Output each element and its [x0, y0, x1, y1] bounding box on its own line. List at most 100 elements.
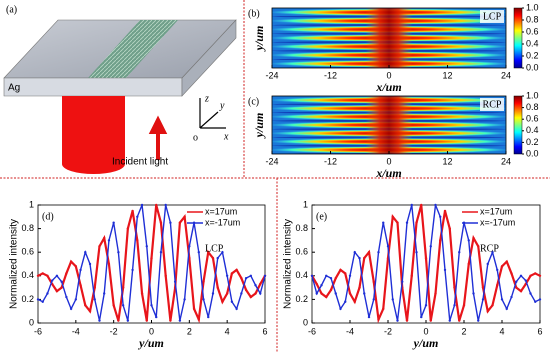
- point: [235, 268, 238, 272]
- x-tick-label: 0: [149, 326, 154, 336]
- point: [325, 274, 328, 277]
- y-tick-label: 0.6: [21, 247, 34, 257]
- point: [207, 251, 210, 254]
- point: [443, 209, 447, 213]
- x-axis-label: y/um: [412, 336, 439, 350]
- core: [365, 8, 413, 68]
- point: [145, 319, 148, 322]
- point: [467, 239, 470, 242]
- point: [103, 292, 106, 295]
- legend-label: x=-17um: [205, 217, 240, 227]
- point: [315, 292, 318, 295]
- heatmap-art: [272, 96, 506, 154]
- point: [439, 215, 442, 218]
- colorbar: [513, 7, 523, 69]
- arrow: [148, 115, 168, 160]
- point: [491, 251, 494, 254]
- point: [439, 239, 442, 242]
- point: [453, 304, 456, 307]
- point: [183, 298, 186, 301]
- y-tick-label: 1: [303, 199, 308, 209]
- heatmap: -24 -12 0 12 24 x/um y/um (c) RCP 0.00.2 0.40.6 0.8…: [248, 90, 539, 179]
- point: [259, 292, 262, 295]
- point: [197, 251, 200, 254]
- point: [55, 289, 59, 293]
- point: [529, 292, 532, 295]
- point: [211, 292, 215, 295]
- y-tick-label: 0: [29, 317, 34, 327]
- point: [173, 280, 177, 283]
- colorbar-tick-label: 0.0: [526, 148, 539, 158]
- point: [472, 236, 475, 240]
- point: [458, 319, 461, 322]
- point: [225, 274, 229, 277]
- material-label: Ag: [8, 83, 20, 94]
- point: [434, 292, 437, 295]
- point: [367, 315, 371, 319]
- y-axis-label: y/um: [252, 113, 266, 140]
- point: [69, 307, 73, 311]
- point: [188, 245, 191, 248]
- point: [202, 298, 205, 301]
- point: [60, 286, 63, 289]
- point: [534, 272, 537, 275]
- colorbar-tick-label: 0.6: [526, 26, 539, 36]
- x-tick-label: -2: [384, 326, 392, 336]
- point: [178, 319, 182, 322]
- point: [538, 298, 542, 301]
- point: [348, 274, 352, 277]
- x-tick-label: -4: [346, 326, 354, 336]
- colorbar-tick-label: 0.8: [526, 102, 539, 112]
- point: [112, 221, 115, 224]
- point: [410, 203, 413, 207]
- point: [46, 292, 49, 295]
- point: [225, 292, 229, 295]
- point: [382, 307, 385, 311]
- y-tick-label: 0.4: [295, 270, 308, 280]
- point: [443, 268, 447, 272]
- point: [159, 221, 163, 224]
- point: [41, 300, 44, 303]
- x-tick-label: 0: [386, 156, 391, 166]
- point: [329, 276, 333, 280]
- point: [41, 272, 44, 275]
- point: [221, 300, 224, 303]
- point: [140, 203, 144, 207]
- point: [367, 251, 371, 254]
- point: [434, 203, 437, 207]
- point: [46, 274, 49, 277]
- slab-front: [3, 77, 183, 97]
- point: [216, 256, 219, 260]
- point: [88, 310, 92, 313]
- point: [448, 319, 451, 322]
- colorbar: [513, 95, 523, 155]
- point: [79, 268, 82, 272]
- point: [107, 239, 111, 242]
- point: [363, 256, 366, 260]
- y-tick-label: 1: [29, 199, 34, 209]
- point: [183, 215, 186, 218]
- point: [249, 295, 253, 299]
- point: [216, 286, 219, 289]
- point: [207, 315, 210, 319]
- panel-a: (a) Ag z y x o Incident light: [3, 4, 237, 174]
- point: [169, 319, 172, 322]
- point: [211, 256, 215, 260]
- x-tick-label: 2: [461, 326, 466, 336]
- y-tick-label: 0: [303, 317, 308, 327]
- point: [391, 215, 394, 218]
- point: [467, 262, 470, 266]
- point: [372, 280, 375, 283]
- panel-label: (e): [316, 211, 327, 222]
- caption: Incident light: [112, 157, 168, 168]
- y-tick-label: 0.8: [21, 223, 34, 233]
- point: [155, 203, 158, 207]
- point: [103, 236, 106, 240]
- point: [358, 286, 361, 289]
- point: [240, 292, 243, 295]
- point: [159, 251, 163, 254]
- point: [202, 280, 205, 283]
- point: [93, 298, 96, 301]
- point: [164, 274, 167, 277]
